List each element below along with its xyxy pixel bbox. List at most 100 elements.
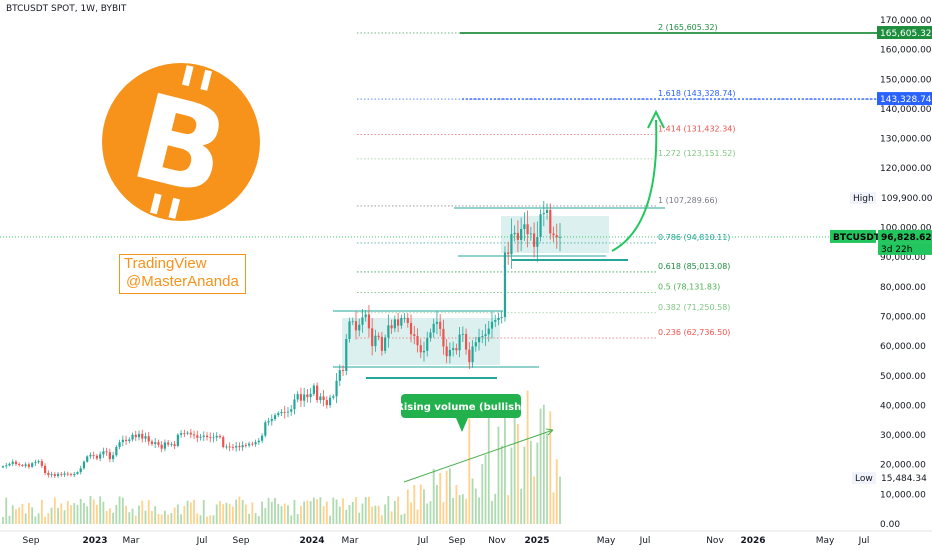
volume-bars	[2, 390, 561, 524]
volume-bar	[539, 408, 542, 524]
time-axis-label: Nov	[488, 536, 506, 546]
volume-bar	[257, 516, 260, 524]
candle-body	[43, 465, 47, 474]
volume-bar	[494, 493, 497, 524]
volume-bar	[186, 500, 189, 524]
candle-body	[257, 440, 260, 443]
candle-body	[222, 437, 225, 447]
volume-bar	[79, 498, 82, 524]
candle-body	[429, 332, 432, 338]
candle-body	[73, 473, 76, 476]
volume-bar	[183, 505, 186, 524]
volume-bar	[419, 484, 422, 524]
candle-body	[503, 252, 507, 318]
volume-bar	[536, 442, 539, 524]
volume-bar	[513, 416, 516, 524]
volume-bar	[283, 503, 286, 524]
volume-bar	[504, 404, 506, 524]
candle-body	[40, 461, 43, 466]
price-badge-bg	[878, 229, 932, 243]
candle-body	[497, 317, 500, 321]
fib-label: 1.272 (123,151.52)	[658, 149, 736, 158]
candle-body	[196, 435, 199, 438]
price-badge-text: 96,828.62	[881, 233, 932, 243]
time-axis-label: Sep	[233, 536, 250, 546]
candle-body	[56, 473, 60, 476]
bitcoin-logo-tick	[168, 197, 181, 219]
volume-bar	[316, 499, 319, 524]
candle-body	[124, 439, 128, 441]
volume-bar	[225, 502, 228, 524]
bitcoin-logo-icon: B	[102, 63, 260, 223]
time-axis-label: Jul	[858, 536, 870, 546]
bitcoin-logo-tick	[150, 193, 162, 215]
volume-bar	[500, 445, 503, 524]
volume-bar	[28, 502, 30, 524]
price-axis-tick: 30,000.00	[880, 431, 926, 441]
volume-bar	[274, 497, 276, 524]
candle-body	[37, 461, 40, 463]
countdown-badge-bg	[878, 242, 932, 255]
candle-body	[180, 433, 183, 435]
volume-bar	[193, 499, 195, 524]
candle-body	[79, 468, 82, 473]
volume-bar	[338, 506, 341, 524]
volume-bar	[57, 507, 59, 524]
volume-bar	[164, 510, 166, 524]
candle-body	[442, 328, 445, 347]
watermark-line1: TradingView	[124, 255, 207, 272]
volume-bar	[445, 470, 448, 524]
volume-bar	[332, 497, 335, 524]
volume-bar	[138, 505, 140, 524]
candle-body	[539, 214, 542, 238]
fib2-price-badge-text: 165,605.32	[880, 29, 932, 39]
candle-body	[134, 434, 137, 438]
candle-body	[452, 348, 455, 350]
volume-bar	[144, 510, 147, 524]
candle-body	[251, 443, 254, 445]
candle-body	[351, 321, 354, 323]
volume-bar	[559, 476, 561, 524]
volume-bar	[53, 497, 56, 524]
candle-body	[474, 342, 477, 347]
candle-body	[5, 465, 8, 467]
fib-label: 0.236 (62,736.50)	[658, 328, 730, 337]
high-value-badge-bg	[878, 192, 932, 205]
volume-bar	[526, 390, 529, 524]
time-axis: Sep 2023 Mar Jul Sep 2024 Mar Jul Sep Nov 2025 May J…	[23, 536, 870, 546]
candle-body	[86, 456, 89, 462]
volume-bar	[293, 499, 296, 524]
volume-bar	[99, 496, 102, 524]
fib1618-price-badge-text: 143,328.74	[880, 95, 932, 105]
volume-bar	[325, 501, 328, 524]
candle-body	[393, 319, 396, 329]
fib-label: 0.5 (78,131.83)	[658, 282, 720, 291]
candle-body	[235, 446, 238, 448]
candle-body	[31, 463, 34, 467]
candle-body	[192, 434, 196, 436]
volume-bar	[280, 506, 283, 524]
volume-bar	[24, 513, 27, 524]
volume-bar	[507, 495, 510, 524]
volume-bar	[287, 505, 289, 524]
watermark-box: TradingView @MasterAnanda	[119, 254, 246, 294]
candle-body	[99, 454, 102, 459]
volume-bar	[31, 507, 34, 524]
volume-bar	[552, 492, 555, 524]
low-label-badge-text: Low	[855, 474, 873, 484]
volume-bar	[196, 513, 199, 524]
countdown-badge: 3d 22h	[878, 242, 932, 255]
volume-bar	[397, 496, 399, 524]
volume-bar	[76, 504, 79, 524]
candle-body	[520, 229, 523, 240]
volume-bar	[474, 488, 477, 524]
volume-bar	[442, 502, 445, 524]
candle-body	[18, 464, 21, 466]
candle-body	[461, 333, 464, 335]
candle-body	[516, 232, 520, 240]
price-axis-tick: 20,000.00	[880, 461, 926, 471]
volume-bar	[290, 515, 293, 524]
candle-body	[306, 394, 309, 398]
candle-body	[322, 396, 325, 401]
